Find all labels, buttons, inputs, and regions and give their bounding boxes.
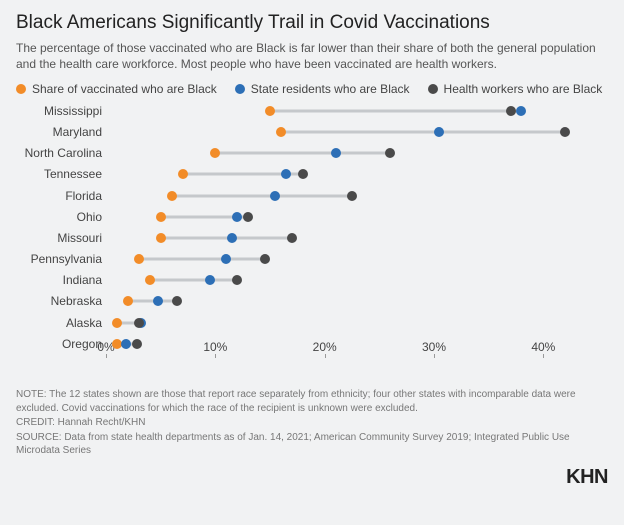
- dot-workers: [260, 254, 270, 264]
- legend-item-workers: Health workers who are Black: [428, 82, 603, 96]
- range-bar: [150, 279, 237, 282]
- dot-workers: [134, 318, 144, 328]
- dot-residents: [281, 169, 291, 179]
- dot-vaccinated: [112, 318, 122, 328]
- dot-residents: [232, 212, 242, 222]
- dot-workers: [298, 169, 308, 179]
- dot-vaccinated: [123, 296, 133, 306]
- dot-residents: [331, 148, 341, 158]
- range-bar: [128, 300, 177, 303]
- legend-item-vaccinated: Share of vaccinated who are Black: [16, 82, 217, 96]
- dot-workers: [506, 106, 516, 116]
- legend: Share of vaccinated who are Black State r…: [16, 82, 608, 96]
- x-tick: [434, 354, 435, 358]
- x-tick: [215, 354, 216, 358]
- x-axis-label: 40%: [531, 340, 555, 354]
- legend-swatch-workers: [428, 84, 438, 94]
- dot-workers: [172, 296, 182, 306]
- legend-label-workers: Health workers who are Black: [444, 82, 603, 96]
- dot-vaccinated: [134, 254, 144, 264]
- dot-vaccinated: [145, 275, 155, 285]
- source-text: SOURCE: Data from state health departmen…: [16, 431, 608, 458]
- state-label: Missouri: [16, 231, 102, 245]
- range-bar: [215, 152, 390, 155]
- dot-vaccinated: [210, 148, 220, 158]
- x-axis-label: 20%: [313, 340, 337, 354]
- state-label: Ohio: [16, 210, 102, 224]
- range-bar: [270, 109, 521, 112]
- state-label: North Carolina: [16, 146, 102, 160]
- legend-label-residents: State residents who are Black: [251, 82, 410, 96]
- range-bar: [172, 194, 352, 197]
- chart-title: Black Americans Significantly Trail in C…: [16, 12, 608, 34]
- legend-swatch-vaccinated: [16, 84, 26, 94]
- dot-residents: [221, 254, 231, 264]
- x-axis-label: 10%: [203, 340, 227, 354]
- legend-label-vaccinated: Share of vaccinated who are Black: [32, 82, 217, 96]
- x-tick: [325, 354, 326, 358]
- dot-vaccinated: [178, 169, 188, 179]
- dot-residents: [153, 296, 163, 306]
- chart-area: 0%10%20%30%40%MississippiMarylandNorth C…: [16, 100, 608, 378]
- dot-workers: [347, 191, 357, 201]
- dot-workers: [560, 127, 570, 137]
- dot-residents: [516, 106, 526, 116]
- credit-text: CREDIT: Hannah Recht/KHN: [16, 416, 608, 430]
- state-label: Mississippi: [16, 104, 102, 118]
- dot-residents: [434, 127, 444, 137]
- dot-residents: [121, 339, 131, 349]
- note-text: NOTE: The 12 states shown are those that…: [16, 388, 608, 415]
- dot-residents: [205, 275, 215, 285]
- dot-workers: [232, 275, 242, 285]
- range-bar: [281, 131, 565, 134]
- dot-workers: [243, 212, 253, 222]
- dot-residents: [227, 233, 237, 243]
- state-label: Tennessee: [16, 167, 102, 181]
- dot-workers: [132, 339, 142, 349]
- footnotes: NOTE: The 12 states shown are those that…: [16, 388, 608, 458]
- state-label: Nebraska: [16, 294, 102, 308]
- dot-vaccinated: [265, 106, 275, 116]
- x-tick: [543, 354, 544, 358]
- range-bar: [139, 258, 265, 261]
- dot-residents: [270, 191, 280, 201]
- x-axis-label: 30%: [422, 340, 446, 354]
- chart-card: Black Americans Significantly Trail in C…: [0, 0, 624, 525]
- dot-workers: [385, 148, 395, 158]
- legend-item-residents: State residents who are Black: [235, 82, 410, 96]
- dot-workers: [287, 233, 297, 243]
- state-label: Maryland: [16, 125, 102, 139]
- x-tick: [106, 354, 107, 358]
- state-label: Oregon: [16, 337, 102, 351]
- state-label: Pennsylvania: [16, 252, 102, 266]
- legend-swatch-residents: [235, 84, 245, 94]
- dot-vaccinated: [156, 233, 166, 243]
- chart-subtitle: The percentage of those vaccinated who a…: [16, 40, 608, 72]
- state-label: Florida: [16, 189, 102, 203]
- dot-vaccinated: [156, 212, 166, 222]
- khn-logo: KHN: [566, 466, 608, 489]
- state-label: Alaska: [16, 316, 102, 330]
- plot-area: 0%10%20%30%40%MississippiMarylandNorth C…: [106, 100, 598, 354]
- dot-vaccinated: [276, 127, 286, 137]
- state-label: Indiana: [16, 273, 102, 287]
- dot-vaccinated: [167, 191, 177, 201]
